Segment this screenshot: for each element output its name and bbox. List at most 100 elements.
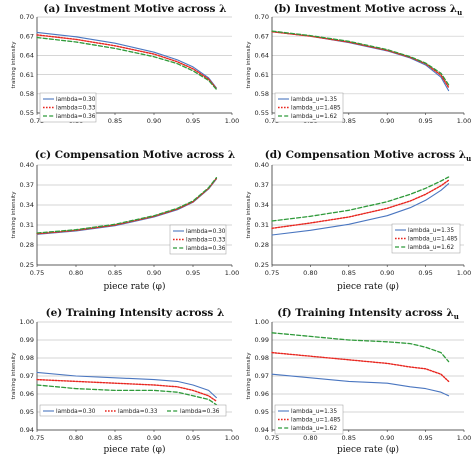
x-tick-label: 0.80 bbox=[303, 434, 317, 442]
y-tick-label: 0.28 bbox=[255, 241, 269, 249]
y-axis-label: training intensity bbox=[11, 41, 17, 89]
series-line-2 bbox=[36, 378, 218, 402]
x-tick-label: 0.85 bbox=[342, 269, 356, 277]
y-tick-label: 0.55 bbox=[20, 109, 34, 117]
x-tick-label: 0.95 bbox=[186, 434, 200, 442]
series-line-3 bbox=[271, 332, 450, 363]
y-tick-label: 1.00 bbox=[255, 318, 269, 326]
y-tick-label: 0.67 bbox=[255, 32, 269, 40]
x-tick-label: 0.95 bbox=[186, 117, 200, 125]
x-tick-label: 0.90 bbox=[380, 117, 394, 125]
y-tick-label: 0.94 bbox=[255, 426, 269, 434]
legend-label: lambda=0.33 bbox=[186, 238, 226, 244]
x-axis-label: piece rate (φ) bbox=[104, 444, 166, 455]
x-tick-label: 1.00 bbox=[225, 269, 239, 277]
y-tick-label: 0.64 bbox=[255, 52, 269, 60]
x-tick-label: 0.85 bbox=[108, 434, 122, 442]
x-tick-label: 0.90 bbox=[380, 269, 394, 277]
y-tick-label: 0.37 bbox=[255, 181, 269, 189]
x-tick-label: 0.90 bbox=[380, 434, 394, 442]
y-axis-label: training intensity bbox=[11, 191, 17, 239]
chart-panel-e: (e) Training Intensity across λ 0.94 0.95 0… bbox=[11, 307, 239, 455]
y-tick-label: 0.97 bbox=[255, 372, 269, 380]
y-axis-label: training intensity bbox=[246, 191, 252, 239]
series-line-3 bbox=[271, 176, 450, 222]
x-tick-label: 1.00 bbox=[225, 434, 239, 442]
y-tick-label: 0.28 bbox=[20, 241, 34, 249]
x-tick-label: 0.90 bbox=[147, 269, 161, 277]
x-tick-label: 0.80 bbox=[303, 269, 317, 277]
x-tick-label: 0.85 bbox=[108, 117, 122, 125]
series-line-3 bbox=[271, 30, 450, 86]
x-tick-label: 0.85 bbox=[108, 269, 122, 277]
chart-panel-f: (f) Training Intensity across λu 0.94 0.95… bbox=[246, 307, 471, 455]
y-tick-label: 0.34 bbox=[255, 201, 269, 209]
panel-title: (f) Training Intensity across λu bbox=[277, 307, 459, 321]
x-axis-label: piece rate (φ) bbox=[104, 281, 166, 292]
y-tick-label: 0.94 bbox=[20, 426, 34, 434]
legend-label: lambda=0.33 bbox=[118, 409, 158, 415]
legend-label: lambda=0.36 bbox=[180, 409, 220, 415]
x-tick-label: 0.90 bbox=[147, 434, 161, 442]
y-tick-label: 0.95 bbox=[255, 408, 269, 416]
panel-title: (b) Investment Motive across λu bbox=[274, 3, 463, 17]
y-tick-label: 0.99 bbox=[20, 336, 34, 344]
series-line-2 bbox=[271, 351, 450, 383]
legend: lambda_u=1.35 lambda_u=1.485 lambda_u=1.62 bbox=[391, 223, 461, 254]
y-tick-label: 0.99 bbox=[255, 336, 269, 344]
legend-label: lambda_u=1.62 bbox=[291, 114, 337, 120]
legend-box bbox=[391, 223, 461, 254]
y-tick-label: 0.58 bbox=[20, 90, 34, 98]
x-tick-label: 0.75 bbox=[30, 434, 44, 442]
y-tick-label: 0.70 bbox=[255, 13, 269, 21]
legend-label: lambda_u=1.62 bbox=[408, 245, 454, 251]
y-tick-label: 0.40 bbox=[255, 161, 269, 169]
x-tick-label: 0.80 bbox=[69, 269, 83, 277]
legend: lambda_u=1.35 lambda_u=1.485 lambda_u=1.62 bbox=[274, 404, 344, 435]
panel-title: (a) Investment Motive across λ bbox=[44, 3, 227, 15]
x-tick-label: 0.75 bbox=[265, 269, 279, 277]
x-tick-label: 0.80 bbox=[69, 434, 83, 442]
chart-panel-a: (a) Investment Motive across λ 0.55 0.58 0.… bbox=[11, 3, 239, 125]
y-axis-label: training intensity bbox=[246, 41, 252, 89]
chart-panel-c: (c) Compensation Motive across λ 0.25 0.28… bbox=[11, 149, 239, 292]
y-tick-label: 1.00 bbox=[20, 318, 34, 326]
x-axis-label: piece rate (φ) bbox=[337, 281, 399, 292]
legend-label: lambda_u=1.35 bbox=[291, 409, 337, 415]
legend-label: lambda_u=1.35 bbox=[291, 97, 337, 103]
legend: lambda=0.30 lambda=0.33 lambda=0.36 bbox=[39, 404, 227, 417]
x-tick-label: 0.95 bbox=[418, 434, 432, 442]
legend-label: lambda=0.33 bbox=[56, 106, 96, 112]
series-line-2 bbox=[271, 179, 450, 230]
y-tick-label: 0.40 bbox=[20, 161, 34, 169]
series-line-1 bbox=[271, 31, 450, 92]
series-line-2 bbox=[36, 34, 218, 90]
x-tick-label: 1.00 bbox=[457, 269, 471, 277]
x-tick-label: 1.00 bbox=[225, 117, 239, 125]
x-tick-label: 0.75 bbox=[265, 117, 279, 125]
x-tick-label: 1.00 bbox=[457, 434, 471, 442]
x-tick-label: 0.90 bbox=[147, 117, 161, 125]
y-tick-label: 0.64 bbox=[20, 52, 34, 60]
x-tick-label: 0.85 bbox=[342, 434, 356, 442]
series-line-1 bbox=[271, 183, 450, 236]
y-tick-label: 0.31 bbox=[20, 221, 34, 229]
y-tick-label: 0.55 bbox=[255, 109, 269, 117]
y-tick-label: 0.58 bbox=[255, 90, 269, 98]
legend-label: lambda_u=1.485 bbox=[408, 237, 458, 243]
y-tick-label: 0.31 bbox=[255, 221, 269, 229]
series-line-1 bbox=[36, 31, 217, 89]
y-axis-label: training intensity bbox=[246, 352, 252, 400]
x-tick-label: 0.85 bbox=[342, 117, 356, 125]
legend-box bbox=[39, 404, 227, 417]
y-tick-label: 0.70 bbox=[20, 13, 34, 21]
y-tick-label: 0.25 bbox=[20, 261, 34, 269]
y-tick-label: 0.67 bbox=[20, 32, 34, 40]
legend-label: lambda=0.36 bbox=[56, 114, 96, 120]
legend: lambda_u=1.35 lambda_u=1.485 lambda_u=1.62 bbox=[274, 92, 344, 123]
x-tick-label: 0.95 bbox=[186, 269, 200, 277]
legend-label: lambda=0.30 bbox=[56, 97, 96, 103]
series-line-3 bbox=[36, 384, 218, 406]
series-line-1 bbox=[271, 373, 450, 397]
